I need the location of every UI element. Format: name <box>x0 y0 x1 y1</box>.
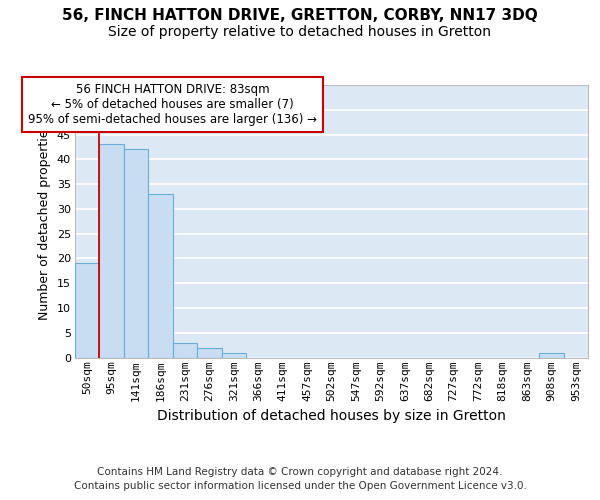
Bar <box>148 194 173 358</box>
Text: Size of property relative to detached houses in Gretton: Size of property relative to detached ho… <box>109 25 491 39</box>
Bar <box>100 144 124 358</box>
Bar <box>197 348 221 358</box>
X-axis label: Distribution of detached houses by size in Gretton: Distribution of detached houses by size … <box>157 409 506 423</box>
Y-axis label: Number of detached properties: Number of detached properties <box>38 122 51 320</box>
Text: 56 FINCH HATTON DRIVE: 83sqm
← 5% of detached houses are smaller (7)
95% of semi: 56 FINCH HATTON DRIVE: 83sqm ← 5% of det… <box>28 84 317 126</box>
Bar <box>539 352 563 358</box>
Bar <box>173 342 197 357</box>
Bar <box>75 264 100 358</box>
Bar <box>221 352 246 358</box>
Bar <box>124 150 148 358</box>
Text: Contains HM Land Registry data © Crown copyright and database right 2024.
Contai: Contains HM Land Registry data © Crown c… <box>74 467 526 491</box>
Text: 56, FINCH HATTON DRIVE, GRETTON, CORBY, NN17 3DQ: 56, FINCH HATTON DRIVE, GRETTON, CORBY, … <box>62 8 538 22</box>
